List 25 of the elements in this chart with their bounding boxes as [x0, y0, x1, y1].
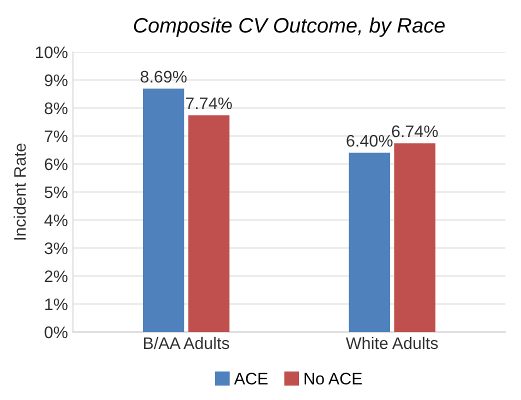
y-tick-label: 0% — [44, 326, 68, 338]
y-tick-label: 2% — [44, 270, 68, 282]
y-tick-label: 3% — [44, 242, 68, 254]
legend-label: No ACE — [304, 372, 362, 385]
y-tick-label: 8% — [44, 102, 68, 114]
y-tick-label: 1% — [45, 298, 68, 310]
data-label: 6.40% — [346, 134, 392, 147]
x-tick-label: White Adults — [346, 336, 438, 350]
bar — [394, 143, 436, 332]
data-label: 6.74% — [392, 125, 438, 138]
y-tick-label: 5% — [44, 186, 68, 198]
y-tick-label: 4% — [44, 214, 68, 226]
x-tick-label: B/AA Adults — [144, 336, 230, 350]
data-label: 7.74% — [186, 97, 232, 110]
bar — [188, 115, 230, 332]
y-tick-label: 9% — [44, 74, 68, 86]
y-tick-label: 6% — [44, 158, 68, 170]
y-tick-label: 10% — [36, 46, 68, 58]
data-label: 8.69% — [140, 70, 187, 83]
bar — [348, 152, 390, 332]
y-axis-title: Incident Rate — [14, 144, 26, 240]
legend-label: ACE — [234, 372, 268, 385]
chart-title: Composite CV Outcome, by Race — [134, 17, 445, 37]
y-tick-label: 7% — [44, 130, 68, 142]
bar — [142, 88, 184, 332]
